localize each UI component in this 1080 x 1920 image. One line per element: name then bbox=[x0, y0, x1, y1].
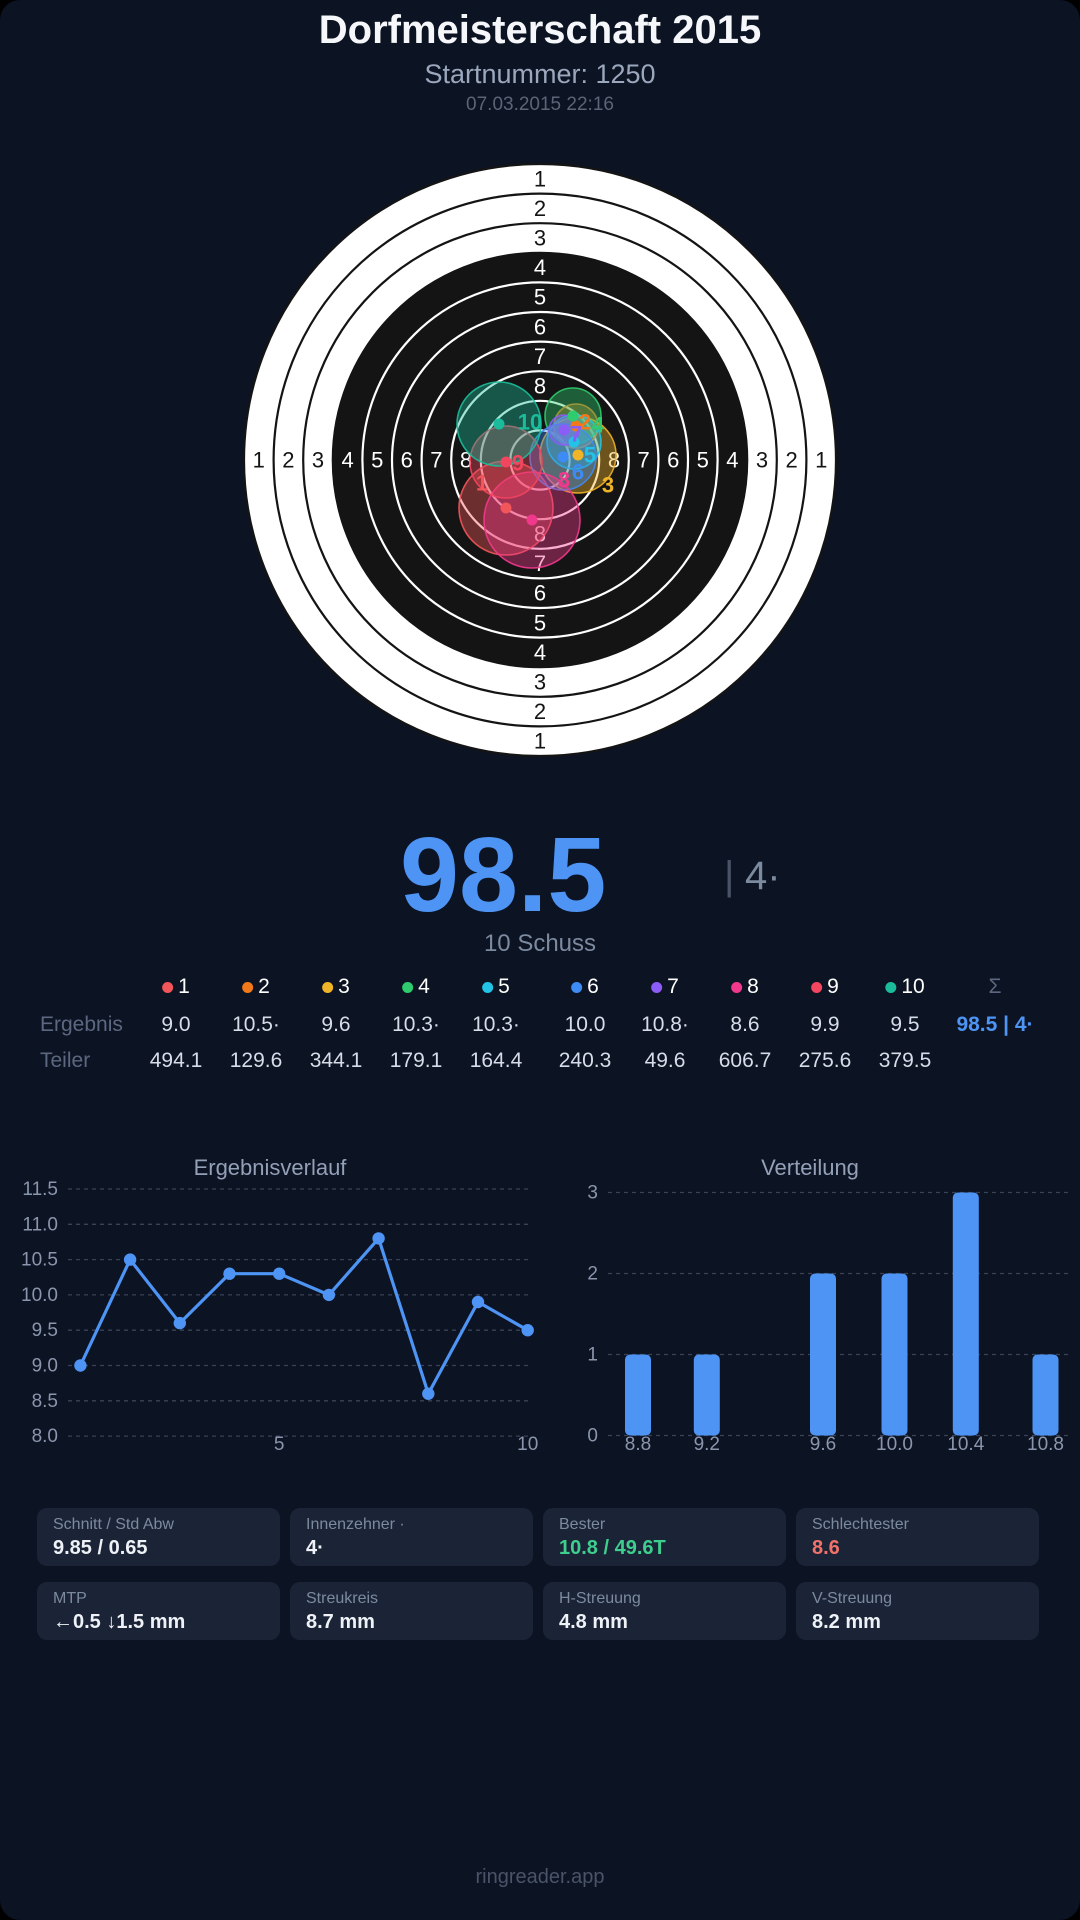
svg-text:7: 7 bbox=[637, 448, 649, 473]
svg-text:3: 3 bbox=[312, 448, 324, 473]
svg-text:7: 7 bbox=[430, 448, 442, 473]
svg-text:10.4: 10.4 bbox=[947, 1434, 984, 1455]
svg-text:2: 2 bbox=[282, 448, 294, 473]
svg-text:7: 7 bbox=[534, 344, 546, 369]
svg-text:10.0: 10.0 bbox=[21, 1285, 58, 1306]
svg-text:10: 10 bbox=[517, 1434, 538, 1455]
svg-text:Verteilung: Verteilung bbox=[761, 1155, 859, 1180]
svg-text:3: 3 bbox=[534, 226, 546, 251]
svg-text:8.5: 8.5 bbox=[32, 1391, 58, 1412]
svg-text:9.6: 9.6 bbox=[810, 1434, 836, 1455]
svg-text:5: 5 bbox=[274, 1434, 285, 1455]
svg-text:3: 3 bbox=[534, 670, 546, 695]
svg-text:8: 8 bbox=[534, 374, 546, 399]
svg-text:4: 4 bbox=[534, 640, 546, 665]
svg-text:Ergebnisverlauf: Ergebnisverlauf bbox=[194, 1155, 348, 1180]
svg-text:1: 1 bbox=[253, 448, 265, 473]
svg-text:11.5: 11.5 bbox=[22, 1179, 58, 1200]
svg-text:4: 4 bbox=[726, 448, 738, 473]
svg-text:5: 5 bbox=[534, 285, 546, 310]
svg-text:10.8: 10.8 bbox=[1027, 1434, 1064, 1455]
svg-text:2: 2 bbox=[534, 196, 546, 221]
svg-text:5: 5 bbox=[534, 610, 546, 635]
svg-text:10.0: 10.0 bbox=[876, 1434, 913, 1455]
svg-text:8.0: 8.0 bbox=[32, 1426, 58, 1447]
svg-text:10.5: 10.5 bbox=[21, 1250, 58, 1271]
svg-text:7: 7 bbox=[570, 422, 582, 447]
svg-text:1: 1 bbox=[476, 471, 488, 496]
svg-text:9: 9 bbox=[512, 451, 524, 476]
svg-text:8: 8 bbox=[558, 468, 570, 493]
svg-text:4: 4 bbox=[534, 255, 546, 280]
svg-text:4: 4 bbox=[341, 448, 353, 473]
svg-text:11.0: 11.0 bbox=[22, 1214, 58, 1235]
svg-text:1: 1 bbox=[534, 729, 546, 754]
svg-text:8.8: 8.8 bbox=[625, 1434, 651, 1455]
svg-text:6: 6 bbox=[534, 581, 546, 606]
svg-text:3: 3 bbox=[587, 1183, 598, 1204]
svg-text:2: 2 bbox=[534, 699, 546, 724]
svg-text:5: 5 bbox=[371, 448, 383, 473]
svg-text:9.0: 9.0 bbox=[32, 1356, 58, 1377]
svg-text:5: 5 bbox=[697, 448, 709, 473]
svg-text:6: 6 bbox=[572, 460, 584, 485]
svg-text:6: 6 bbox=[401, 448, 413, 473]
svg-text:6: 6 bbox=[667, 448, 679, 473]
svg-text:3: 3 bbox=[602, 473, 614, 498]
svg-text:10: 10 bbox=[518, 410, 542, 435]
svg-text:1: 1 bbox=[534, 166, 546, 191]
svg-text:2: 2 bbox=[587, 1264, 598, 1285]
svg-text:9.5: 9.5 bbox=[32, 1320, 58, 1341]
svg-text:9.2: 9.2 bbox=[694, 1434, 720, 1455]
svg-text:2: 2 bbox=[785, 448, 797, 473]
svg-text:1: 1 bbox=[587, 1345, 598, 1366]
svg-text:1: 1 bbox=[815, 448, 827, 473]
svg-text:3: 3 bbox=[756, 448, 768, 473]
svg-text:0: 0 bbox=[587, 1426, 598, 1447]
svg-text:6: 6 bbox=[534, 314, 546, 339]
svg-text:4: 4 bbox=[592, 413, 605, 438]
svg-text:5: 5 bbox=[584, 443, 596, 468]
